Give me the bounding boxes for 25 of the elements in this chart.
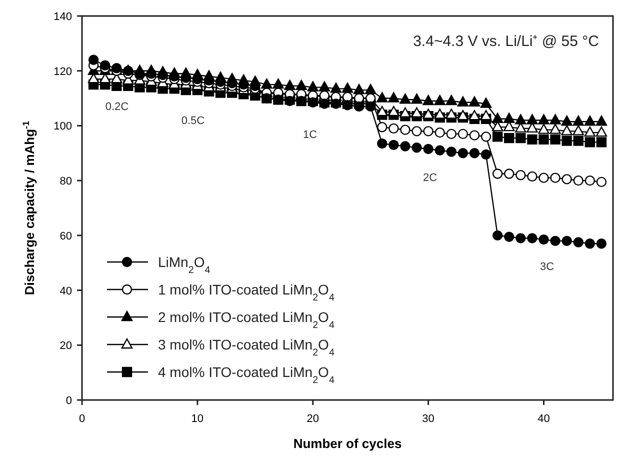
legend-label: 3 mol% ITO-coated LiMn$_{2}$O$_{4}$ — [158, 336, 335, 358]
y-tick-label: 120 — [54, 66, 72, 78]
legend-label: 1 mol% ITO-coated LiMn$_{2}$O$_{4}$ — [158, 282, 335, 303]
annotation: 0.5C — [181, 115, 205, 127]
annotation: 1C — [302, 129, 318, 141]
legend-label: 2 mol% ITO-coated LiMn$_{2}$O$_{4}$ — [158, 309, 335, 330]
y-tick-label: 20 — [60, 340, 72, 352]
annotation: 3.4~4.3 V vs. Li/Li⁺ @ 55 °C — [413, 33, 600, 50]
y-tick-label: 80 — [60, 176, 72, 188]
legend-label: LiMn$_{2}$O$_{4}$ — [158, 254, 211, 276]
x-tick-label: 0 — [78, 413, 86, 425]
y-tick-label: 100 — [54, 120, 72, 133]
annotation: 3C — [540, 261, 554, 273]
y-tick-label: 60 — [60, 230, 72, 242]
x-tick-label: 30 — [422, 413, 434, 425]
y-tick-label: 0 — [66, 395, 72, 407]
annotation: 2C — [422, 172, 438, 184]
x-tick-label: 20 — [306, 413, 319, 425]
y-tick-label: 40 — [60, 285, 72, 298]
legend-label: 4 mol% ITO-coated LiMn$_{2}$O$_{4}$ — [158, 364, 335, 386]
x-tick-label: 40 — [538, 413, 550, 425]
x-tick-label: 10 — [191, 413, 204, 425]
x-axis-title: Number of cycles — [293, 436, 402, 451]
annotation: 0.2C — [105, 101, 129, 113]
y-tick-label: 140 — [54, 11, 72, 23]
